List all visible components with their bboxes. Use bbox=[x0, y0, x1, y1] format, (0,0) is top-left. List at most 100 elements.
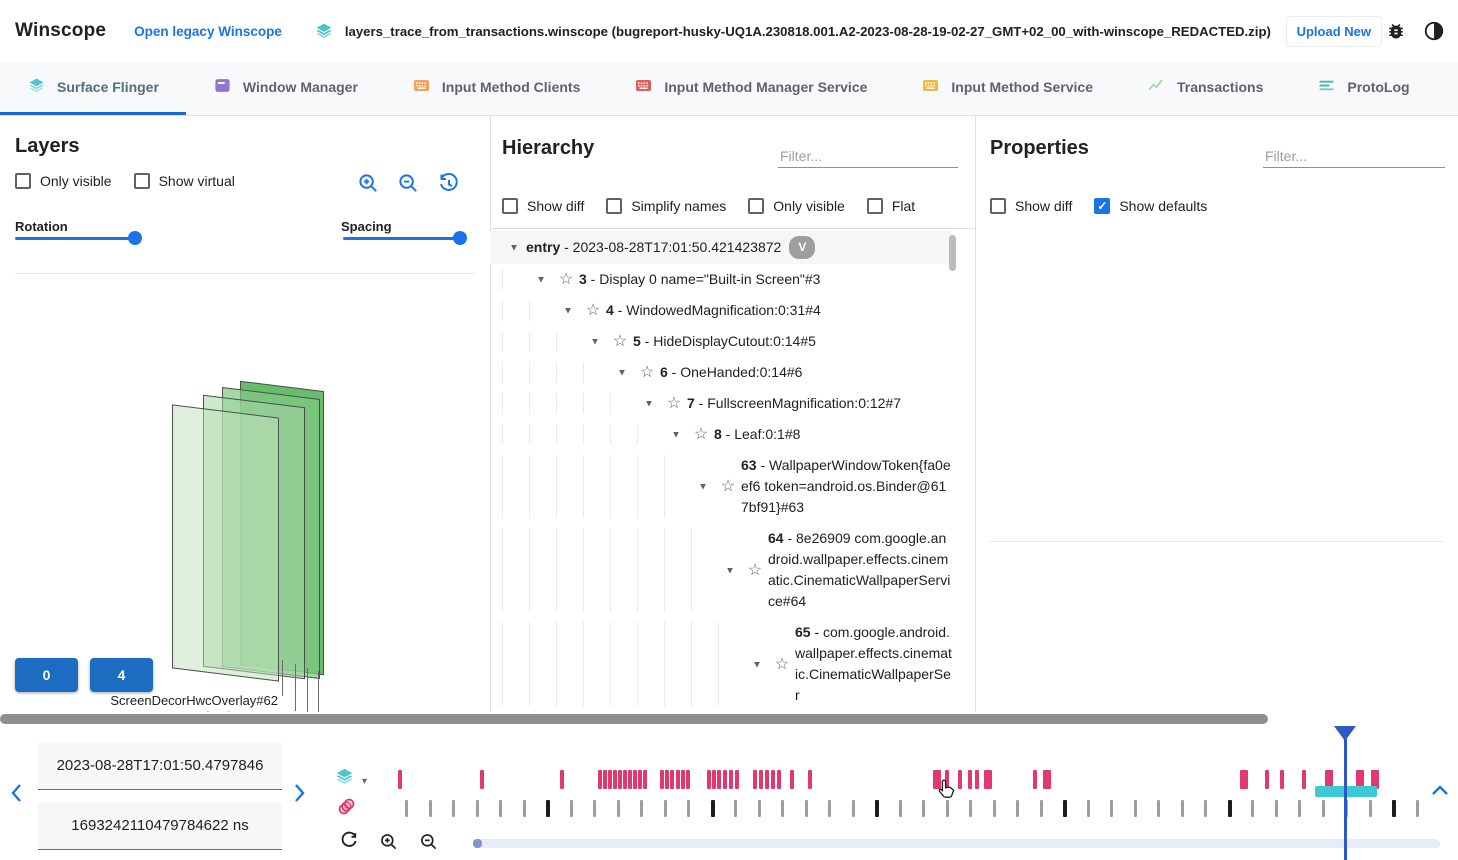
tab-input-method-clients[interactable]: Input Method Clients bbox=[385, 62, 607, 115]
layer-rect[interactable] bbox=[172, 404, 279, 682]
star-icon[interactable]: ☆ bbox=[774, 655, 790, 673]
trace-dropdown-caret-icon[interactable]: ▾ bbox=[362, 776, 368, 787]
bug-report-icon[interactable] bbox=[1384, 19, 1408, 43]
collapse-arrow-icon[interactable]: ▼ bbox=[644, 397, 654, 409]
properties-filter-input[interactable] bbox=[1263, 145, 1445, 168]
transition-tick-mark bbox=[1039, 800, 1043, 817]
star-icon[interactable]: ☆ bbox=[693, 426, 709, 443]
upload-new-button[interactable]: Upload New bbox=[1285, 15, 1382, 47]
collapse-arrow-icon[interactable]: ▼ bbox=[725, 564, 735, 576]
collapse-arrow-icon[interactable]: ▼ bbox=[698, 480, 708, 492]
tree-node-63[interactable]: ▼ ☆ 63 - WallpaperWindowToken{fa0eef6 toke… bbox=[490, 450, 952, 523]
spacing-slider-thumb[interactable] bbox=[453, 231, 467, 245]
collapse-arrow-icon[interactable]: ▼ bbox=[590, 335, 600, 347]
checkbox-only-visible[interactable]: Only visible bbox=[15, 173, 112, 189]
collapse-arrow-icon[interactable]: ▼ bbox=[671, 428, 681, 440]
checkbox-unchecked-icon[interactable] bbox=[15, 173, 31, 189]
collapse-arrow-icon[interactable]: ▼ bbox=[509, 241, 519, 253]
timeline-cursor-handle[interactable] bbox=[1334, 726, 1356, 741]
collapse-timeline-chevron-icon[interactable] bbox=[1430, 783, 1450, 800]
tree-node-65[interactable]: ▼ ☆ 65 - com.google.android.wallpaper.effe… bbox=[490, 617, 952, 711]
next-entry-chevron-icon[interactable] bbox=[290, 782, 308, 807]
checkbox-show-diff[interactable]: Show diff bbox=[990, 198, 1072, 214]
rotation-slider-thumb[interactable] bbox=[128, 231, 142, 245]
star-icon[interactable]: ☆ bbox=[612, 333, 628, 350]
tree-node-entry[interactable]: ▼ entry - 2023-08-28T17:01:50.421423872 V bbox=[490, 231, 952, 264]
timeline-zoom-in-icon[interactable] bbox=[379, 832, 399, 852]
tree-node-8[interactable]: ▼ ☆ 8 - Leaf:0:1#8 bbox=[490, 419, 952, 450]
display-button-4[interactable]: 4 bbox=[90, 658, 153, 692]
star-icon[interactable]: ☆ bbox=[585, 302, 601, 319]
transition-tick-mark bbox=[1227, 800, 1232, 817]
horizontal-scrollbar[interactable] bbox=[0, 712, 1458, 727]
star-icon[interactable]: ☆ bbox=[558, 271, 574, 288]
zoom-in-icon[interactable] bbox=[357, 172, 380, 195]
tab-input-method-manager-service[interactable]: Input Method Manager Service bbox=[607, 62, 894, 115]
checkbox-unchecked-icon[interactable] bbox=[133, 173, 150, 189]
timeline-zoom-out-icon[interactable] bbox=[419, 832, 439, 852]
spacing-slider[interactable] bbox=[343, 237, 462, 240]
tab-transactions[interactable]: Transactions bbox=[1120, 62, 1290, 115]
transition-tick-mark bbox=[992, 800, 996, 817]
checkbox-only-visible[interactable]: Only visible bbox=[748, 198, 845, 214]
tree-node-4[interactable]: ▼ ☆ 4 - WindowedMagnification:0:31#4 bbox=[490, 295, 952, 326]
hierarchy-filter-input[interactable] bbox=[778, 145, 958, 168]
tree-node-3[interactable]: ▼ ☆ 3 - Display 0 name="Built-in Screen"#3 bbox=[490, 264, 952, 295]
timeline-section: ▾ bbox=[0, 726, 1458, 860]
keyboard-icon bbox=[921, 76, 940, 98]
tab-surface-flinger[interactable]: Surface Flinger bbox=[0, 62, 186, 115]
timeline-cursor-line[interactable] bbox=[1344, 727, 1347, 860]
dark-mode-icon[interactable] bbox=[1422, 19, 1446, 43]
chart-icon bbox=[1147, 76, 1166, 98]
timeline-reset-zoom-icon[interactable] bbox=[339, 831, 359, 851]
open-legacy-link[interactable]: Open legacy Winscope bbox=[134, 23, 282, 39]
checkbox-flat[interactable]: Flat bbox=[866, 198, 915, 214]
checkbox-unchecked-icon[interactable] bbox=[502, 198, 518, 214]
transition-trace-row-icon[interactable] bbox=[336, 796, 357, 822]
tab-protolog[interactable]: ProtoLog bbox=[1290, 62, 1436, 115]
checkbox-checked-icon[interactable]: ✓ bbox=[1094, 198, 1111, 214]
star-icon[interactable]: ☆ bbox=[720, 478, 736, 495]
transition-tick-mark bbox=[405, 800, 408, 817]
checkbox-show-diff[interactable]: Show diff bbox=[502, 198, 584, 214]
checkbox-simplify-names[interactable]: Simplify names bbox=[606, 198, 726, 214]
tree-node-7[interactable]: ▼ ☆ 7 - FullscreenMagnification:0:12#7 bbox=[490, 388, 952, 419]
timestamp-ns-input[interactable] bbox=[38, 802, 282, 850]
star-icon[interactable]: ☆ bbox=[666, 395, 682, 412]
checkbox-unchecked-icon[interactable] bbox=[606, 198, 623, 214]
checkbox-show-virtual[interactable]: Show virtual bbox=[133, 173, 235, 189]
collapse-arrow-icon[interactable]: ▼ bbox=[563, 304, 573, 316]
zoom-out-icon[interactable] bbox=[397, 172, 420, 195]
sf-trace-row-icon[interactable] bbox=[334, 766, 355, 792]
timeline-zoom-slider-thumb[interactable] bbox=[473, 839, 482, 848]
checkbox-unchecked-icon[interactable] bbox=[866, 198, 883, 214]
checkbox-show-defaults[interactable]: ✓ Show defaults bbox=[1094, 198, 1207, 214]
star-icon[interactable]: ☆ bbox=[747, 561, 763, 579]
collapse-arrow-icon[interactable]: ▼ bbox=[752, 658, 762, 670]
tab-input-method-service[interactable]: Input Method Service bbox=[894, 62, 1120, 115]
sf-event-mark bbox=[1265, 770, 1269, 789]
collapse-arrow-icon[interactable]: ▼ bbox=[617, 366, 627, 378]
star-icon[interactable]: ☆ bbox=[639, 364, 655, 381]
rotation-slider[interactable] bbox=[15, 237, 137, 240]
tab-label: ProtoLog bbox=[1347, 79, 1410, 95]
sf-event-mark bbox=[623, 770, 627, 789]
tab-window-manager[interactable]: Window Manager bbox=[186, 62, 385, 115]
prev-entry-chevron-icon[interactable] bbox=[8, 782, 26, 807]
timestamp-human-input[interactable] bbox=[38, 742, 282, 790]
transition-tick-mark bbox=[804, 800, 808, 817]
horizontal-scrollbar-thumb[interactable] bbox=[0, 714, 1268, 724]
display-button-0[interactable]: 0 bbox=[15, 658, 78, 692]
timeline-canvas[interactable] bbox=[0, 726, 1458, 860]
timeline-zoom-slider-track[interactable] bbox=[473, 839, 1440, 848]
reset-view-icon[interactable] bbox=[437, 172, 461, 196]
collapse-arrow-icon[interactable]: ▼ bbox=[536, 273, 546, 285]
checkbox-unchecked-icon[interactable] bbox=[990, 198, 1006, 214]
tab-tra[interactable]: Tra bbox=[1437, 62, 1458, 115]
hierarchy-scrollbar[interactable] bbox=[949, 235, 956, 271]
tree-node-6[interactable]: ▼ ☆ 6 - OneHanded:0:14#6 bbox=[490, 357, 952, 388]
tree-node-64[interactable]: ▼ ☆ 64 - 8e26909 com.google.android.wallpa… bbox=[490, 523, 952, 617]
tree-node-5[interactable]: ▼ ☆ 5 - HideDisplayCutout:0:14#5 bbox=[490, 326, 952, 357]
layers-3d-canvas[interactable] bbox=[0, 273, 490, 682]
checkbox-unchecked-icon[interactable] bbox=[748, 198, 765, 214]
